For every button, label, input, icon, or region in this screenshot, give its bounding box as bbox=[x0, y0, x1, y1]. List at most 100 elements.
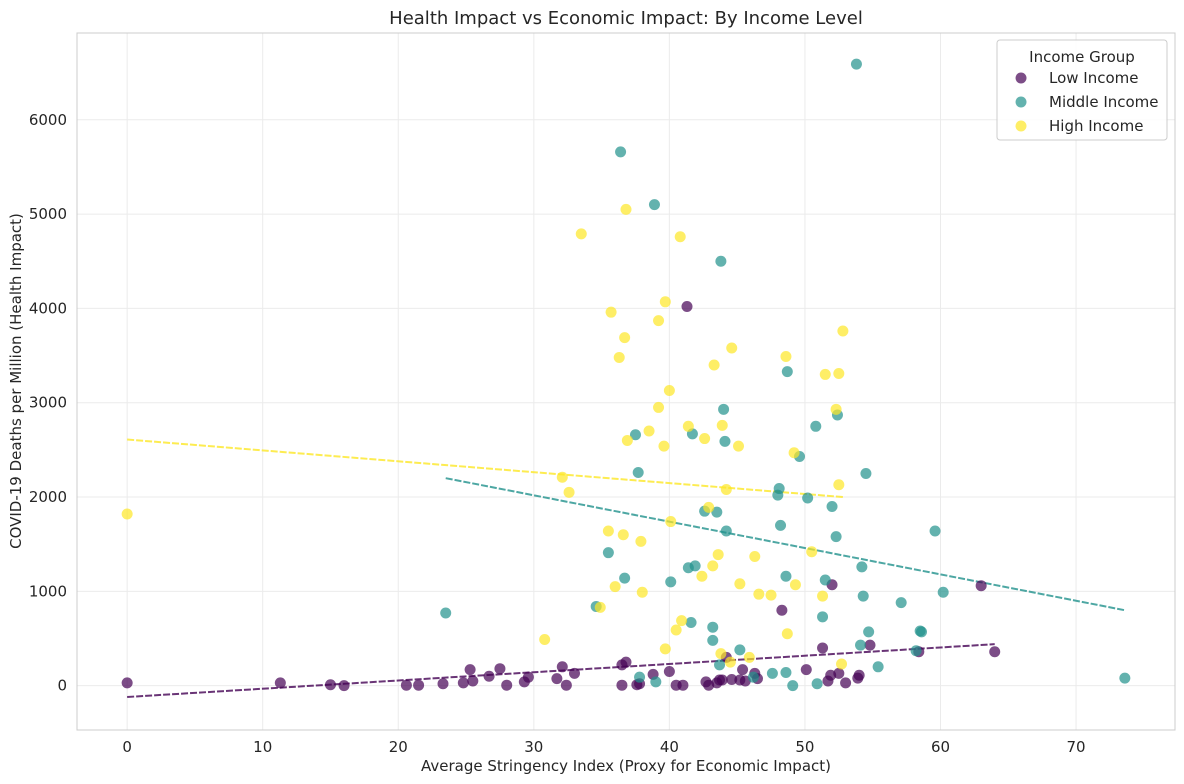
high-income-point bbox=[788, 447, 800, 459]
high-income-point bbox=[707, 560, 719, 572]
middle-income-point bbox=[826, 500, 838, 512]
middle-income-point bbox=[650, 676, 662, 688]
low-income-point bbox=[616, 659, 628, 671]
high-income-point bbox=[733, 440, 745, 452]
x-tick-label: 70 bbox=[1066, 738, 1085, 756]
legend: Income Group Low Income Middle Income High… bbox=[996, 39, 1168, 141]
x-tick-label: 20 bbox=[389, 738, 408, 756]
high-income-point bbox=[753, 588, 765, 600]
low-income-point bbox=[975, 580, 987, 592]
high-income-point bbox=[663, 384, 675, 396]
low-income-point bbox=[457, 677, 469, 689]
middle-income-point bbox=[766, 667, 778, 679]
low-income-point bbox=[817, 642, 829, 654]
legend-title: Income Group bbox=[1029, 48, 1135, 66]
middle-income-point bbox=[689, 560, 701, 572]
middle-income-point bbox=[811, 678, 823, 690]
middle-income-point bbox=[747, 671, 759, 683]
high-income-point bbox=[836, 658, 848, 670]
low-income-legend-label: Low Income bbox=[1049, 69, 1139, 87]
high-income-point bbox=[635, 535, 647, 547]
middle-income-point bbox=[860, 467, 872, 479]
middle-income-legend-marker bbox=[1015, 96, 1027, 108]
middle-income-point bbox=[665, 576, 677, 588]
middle-income-point bbox=[802, 492, 814, 504]
high-income-point bbox=[674, 231, 686, 243]
middle-income-trend-line bbox=[445, 477, 1126, 612]
middle-income-point bbox=[810, 420, 822, 432]
y-tick-label: 6000 bbox=[29, 111, 67, 129]
middle-income-point bbox=[634, 671, 646, 683]
low-income-point bbox=[616, 679, 628, 691]
high-income-point bbox=[817, 590, 829, 602]
low-income-point bbox=[551, 673, 563, 685]
high-income-point bbox=[781, 628, 793, 640]
high-income-point bbox=[539, 633, 551, 645]
low-income-point bbox=[853, 669, 865, 681]
high-income-point bbox=[715, 648, 727, 660]
x-axis-label: Average Stringency Index (Proxy for Econ… bbox=[421, 757, 831, 775]
high-income-point bbox=[703, 501, 715, 513]
low-income-point bbox=[556, 661, 568, 673]
high-income-point bbox=[734, 578, 746, 590]
high-income-point bbox=[806, 546, 818, 558]
low-income-point bbox=[400, 679, 412, 691]
middle-income-point bbox=[602, 547, 614, 559]
high-income-point bbox=[653, 401, 665, 413]
y-tick-label: 0 bbox=[57, 677, 67, 695]
x-tick-label: 50 bbox=[795, 738, 814, 756]
middle-income-point bbox=[773, 483, 785, 495]
high-income-point bbox=[780, 351, 792, 363]
middle-income-point bbox=[914, 625, 926, 637]
legend-box bbox=[996, 39, 1168, 141]
middle-income-point bbox=[1119, 672, 1131, 684]
high-income-point bbox=[682, 420, 694, 432]
low-income-point bbox=[840, 677, 852, 689]
x-tick-label: 30 bbox=[524, 738, 543, 756]
y-tick-label: 3000 bbox=[29, 394, 67, 412]
middle-income-point bbox=[863, 626, 875, 638]
middle-income-point bbox=[775, 519, 787, 531]
low-income-point bbox=[864, 639, 876, 651]
high-income-point bbox=[819, 368, 831, 380]
high-income-point bbox=[609, 581, 621, 593]
middle-income-legend-label: Middle Income bbox=[1049, 93, 1159, 111]
chart-title: Health Impact vs Economic Impact: By Inc… bbox=[389, 8, 863, 29]
x-axis-ticks: 0 10 20 30 40 50 60 70 bbox=[122, 738, 1085, 756]
legend-items: Low Income Middle Income High Income bbox=[1015, 69, 1159, 135]
middle-income-point bbox=[780, 666, 792, 678]
low-income-point bbox=[437, 678, 449, 690]
high-income-point bbox=[665, 516, 677, 528]
y-tick-label: 2000 bbox=[29, 488, 67, 506]
low-income-point bbox=[800, 664, 812, 676]
high-income-point bbox=[789, 579, 801, 591]
high-income-point bbox=[619, 332, 631, 344]
high-income-point bbox=[594, 601, 606, 613]
low-income-point bbox=[737, 664, 749, 676]
low-income-legend-marker bbox=[1015, 72, 1027, 84]
middle-income-point bbox=[715, 255, 727, 267]
high-income-point bbox=[830, 403, 842, 415]
high-income-point bbox=[712, 549, 724, 561]
high-income-point bbox=[643, 425, 655, 437]
high-income-point bbox=[563, 486, 575, 498]
y-axis-label: COVID-19 Deaths per Million (Health Impa… bbox=[7, 213, 25, 549]
high-income-point bbox=[575, 228, 587, 240]
middle-income-point bbox=[619, 572, 631, 584]
middle-income-point bbox=[787, 680, 799, 692]
high-income-point bbox=[743, 651, 755, 663]
high-income-point bbox=[699, 433, 711, 445]
high-income-point bbox=[720, 483, 732, 495]
x-tick-label: 10 bbox=[253, 738, 272, 756]
low-income-point bbox=[274, 677, 286, 689]
middle-income-point bbox=[711, 506, 723, 518]
low-income-point bbox=[522, 671, 534, 683]
y-tick-label: 5000 bbox=[29, 205, 67, 223]
high-income-point bbox=[659, 296, 671, 308]
low-income-point bbox=[989, 646, 1001, 658]
data-points bbox=[121, 58, 1131, 692]
x-tick-label: 60 bbox=[931, 738, 950, 756]
high-income-point bbox=[724, 656, 736, 668]
middle-income-point bbox=[895, 597, 907, 609]
